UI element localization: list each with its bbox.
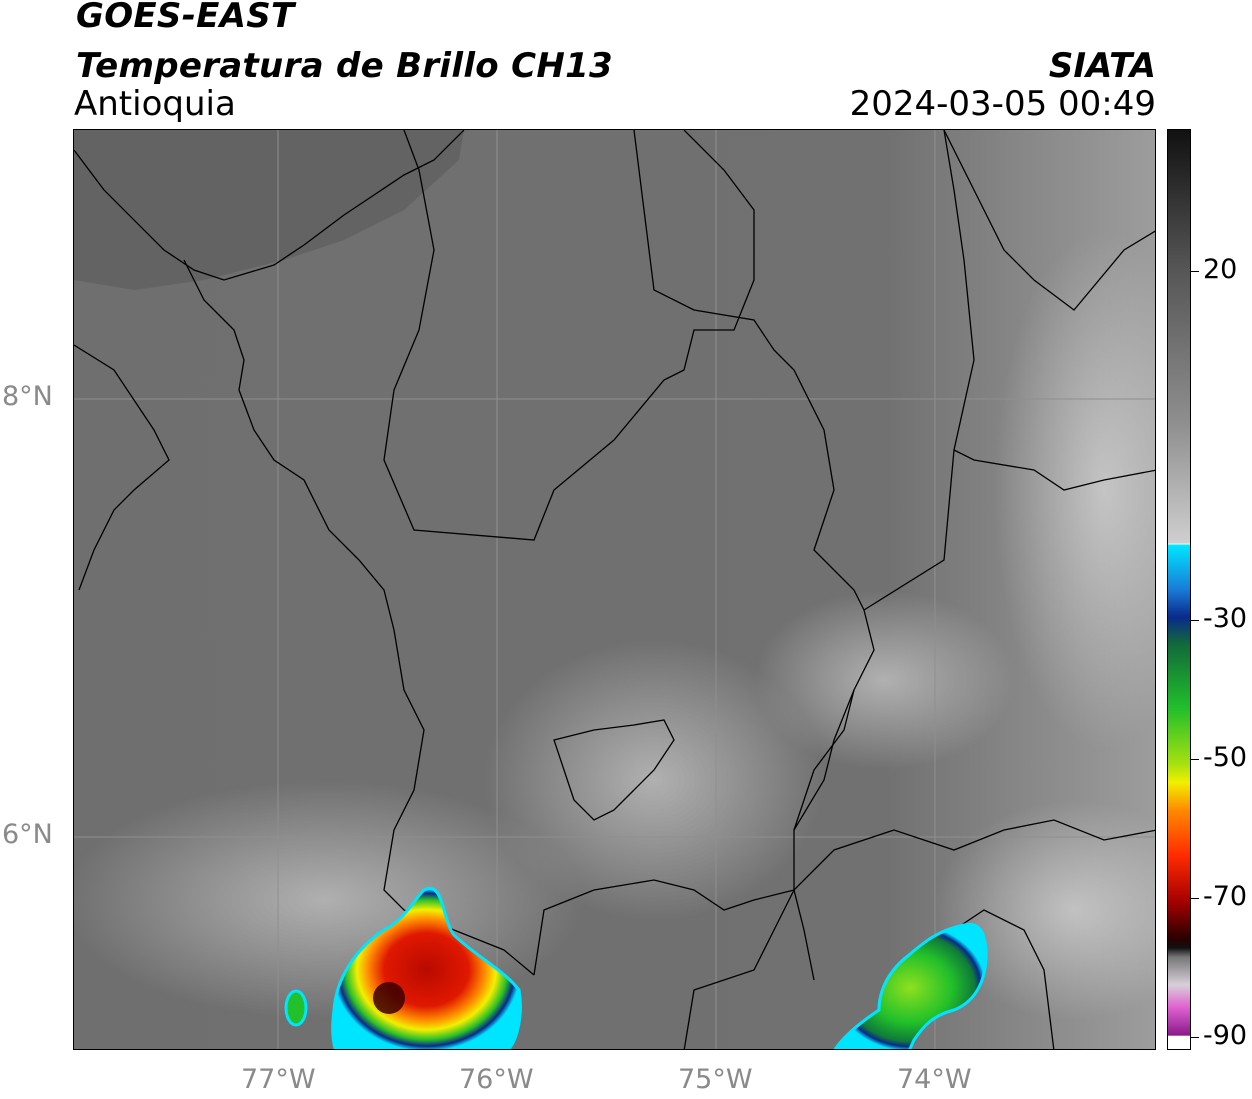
product-title: Temperatura de Brillo CH13 xyxy=(76,46,614,86)
lat-label-6n: 6°N xyxy=(2,819,53,850)
colorbar-tick xyxy=(1191,898,1199,899)
satellite-title: GOES-EAST xyxy=(76,0,295,36)
storm-cell-east xyxy=(833,922,988,1049)
cloud-haze xyxy=(754,590,1014,770)
colorbar-label-neg30: -30 xyxy=(1203,603,1248,634)
organization-label: SIATA xyxy=(1048,46,1156,86)
colorbar-label-neg90: -90 xyxy=(1203,1020,1248,1051)
satellite-map[interactable] xyxy=(73,129,1156,1050)
cloud-haze xyxy=(994,230,1155,750)
colorbar-label-neg50: -50 xyxy=(1203,742,1248,773)
lon-label-77w: 77°W xyxy=(241,1064,316,1095)
colorbar-tick xyxy=(1191,759,1199,760)
colorbar-label-neg70: -70 xyxy=(1203,881,1248,912)
colorbar-canvas xyxy=(1168,130,1190,1049)
cloud-haze xyxy=(934,800,1155,1020)
cloud-haze xyxy=(484,640,824,920)
sea-area xyxy=(74,130,464,290)
lon-label-76w: 76°W xyxy=(459,1064,534,1095)
timestamp-label: 2024-03-05 00:49 xyxy=(849,84,1156,124)
storm-cell-small xyxy=(284,989,308,1027)
colorbar-gradient xyxy=(1168,130,1190,1049)
storm-core xyxy=(373,982,405,1014)
colorbar xyxy=(1167,129,1191,1050)
lon-label-75w: 75°W xyxy=(678,1064,753,1095)
colorbar-tick xyxy=(1191,271,1199,272)
lat-label-8n: 8°N xyxy=(2,381,53,412)
map-canvas xyxy=(74,130,1155,1049)
colorbar-tick xyxy=(1191,1037,1199,1038)
colorbar-tick xyxy=(1191,620,1199,621)
colorbar-label-20: 20 xyxy=(1203,254,1238,285)
lon-label-74w: 74°W xyxy=(897,1064,972,1095)
region-label: Antioquia xyxy=(74,84,236,124)
